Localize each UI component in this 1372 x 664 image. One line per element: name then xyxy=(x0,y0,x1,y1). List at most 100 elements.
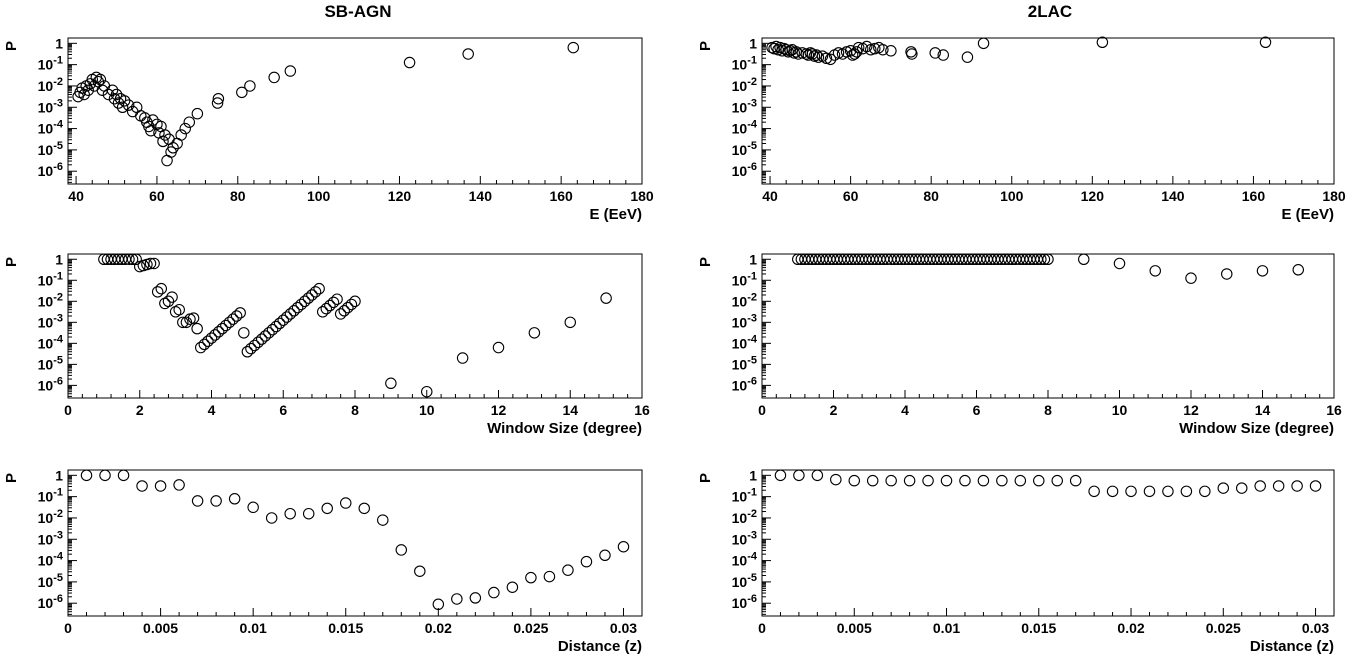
data-point xyxy=(385,377,397,390)
x-tick-label: 14 xyxy=(1255,402,1271,418)
data-point xyxy=(191,107,204,120)
x-tick-label: 180 xyxy=(1322,188,1346,204)
y-tick-label: 10-5 xyxy=(38,354,63,372)
y-tick-label: 10-6 xyxy=(38,161,63,179)
data-point xyxy=(191,322,203,335)
x-tick-label: 0 xyxy=(64,620,72,636)
data-point xyxy=(1113,257,1126,270)
y-tick-label: 10-4 xyxy=(38,119,64,137)
data-point xyxy=(288,305,300,317)
x-tick-label: 0.025 xyxy=(1206,620,1241,636)
data-point xyxy=(1014,474,1027,487)
data-point xyxy=(488,586,500,599)
data-point xyxy=(194,341,207,354)
data-point xyxy=(247,501,259,514)
y-tick-label: 1 xyxy=(749,251,757,267)
data-point xyxy=(187,312,200,324)
x-tick-label: 2 xyxy=(830,402,838,418)
data-point xyxy=(922,474,934,487)
data-point xyxy=(80,469,93,482)
data-point xyxy=(212,326,225,338)
x-tick-label: 8 xyxy=(1044,402,1052,418)
data-point xyxy=(860,40,873,53)
data-point xyxy=(116,101,129,114)
chart-2lac-distance: 0 0.005 0.01 0.015 0.02 0.025 0.03 1 10-1 10-2 10-… xyxy=(697,467,1335,655)
y-tick-label: 10-2 xyxy=(732,291,757,309)
y-tick-label: 10-1 xyxy=(38,55,63,73)
data-point xyxy=(770,40,782,53)
data-point xyxy=(349,295,361,308)
data-point xyxy=(334,308,347,320)
y-tick-label: 10-3 xyxy=(732,312,757,330)
data-point xyxy=(848,474,861,487)
column-title-sb-agn: SB-AGN xyxy=(324,2,392,21)
data-point xyxy=(811,469,824,482)
data-point xyxy=(812,51,825,63)
data-point xyxy=(241,346,254,358)
data-point xyxy=(564,316,576,329)
data-point xyxy=(906,48,918,60)
chart-2lac-window: 0 2 4 6 8 10 12 14 16 1 10-1 10-2 10-3 10-4 10-5 10-6 P W… xyxy=(697,251,1342,437)
data-point xyxy=(173,303,185,316)
data-point xyxy=(959,474,971,487)
data-point xyxy=(236,86,248,99)
y-tick-label: 10-6 xyxy=(38,593,63,611)
y-tick-label: 10-2 xyxy=(732,76,757,94)
y-tick-label: 10-4 xyxy=(38,551,64,569)
data-point xyxy=(157,135,169,148)
data-point xyxy=(462,48,474,60)
y-tick-label: 1 xyxy=(749,467,757,483)
data-point xyxy=(543,570,556,583)
data-point xyxy=(525,571,537,584)
x-tick-label: 100 xyxy=(307,188,331,204)
data-point xyxy=(1078,253,1090,266)
y-tick-label: 10-1 xyxy=(732,270,757,288)
x-tick-label: 6 xyxy=(973,402,981,418)
y-tick-label: 10-6 xyxy=(38,375,63,393)
y-tick-label: 1 xyxy=(55,35,63,51)
data-point xyxy=(99,469,111,482)
data-point xyxy=(852,41,865,54)
y-tick-label: 10-5 xyxy=(732,572,757,590)
y-tick-label: 10-3 xyxy=(732,529,757,547)
data-point xyxy=(291,301,304,314)
data-point xyxy=(766,41,778,54)
data-point xyxy=(155,282,168,295)
y-tick-label: 10-1 xyxy=(38,270,63,288)
x-tick-label: 0.02 xyxy=(1117,620,1144,636)
data-point xyxy=(302,292,315,304)
data-point xyxy=(1143,485,1156,498)
y-tick-label: 10-2 xyxy=(732,508,757,526)
x-tick-label: 180 xyxy=(630,188,654,204)
x-tick-label: 16 xyxy=(1326,402,1342,418)
data-point xyxy=(198,338,211,351)
data-point xyxy=(977,37,990,50)
y-tick-label: 10-3 xyxy=(38,529,63,547)
x-tick-label: 160 xyxy=(1242,188,1266,204)
plot-frame xyxy=(761,469,1335,617)
data-point xyxy=(885,45,897,57)
x-tick-label: 100 xyxy=(1000,188,1024,204)
data-point xyxy=(451,593,463,605)
x-tick-label: 0 xyxy=(758,620,766,636)
y-tick-label: 10-6 xyxy=(732,161,757,179)
data-point xyxy=(173,479,185,491)
data-point xyxy=(338,305,350,317)
data-point xyxy=(865,43,877,56)
data-point xyxy=(1042,253,1054,266)
y-tick-label: 10-4 xyxy=(732,551,758,569)
data-point xyxy=(617,540,630,553)
data-point xyxy=(281,311,293,323)
x-tick-label: 10 xyxy=(419,402,435,418)
data-point xyxy=(599,549,611,562)
x-tick-label: 4 xyxy=(208,402,216,418)
data-point xyxy=(567,41,580,54)
data-point xyxy=(145,124,157,137)
data-point xyxy=(248,339,261,352)
data-point xyxy=(295,298,307,311)
data-point xyxy=(180,316,193,329)
x-tick-label: 0.01 xyxy=(240,620,267,636)
x-tick-label: 0.03 xyxy=(1302,620,1329,636)
data-point xyxy=(903,474,916,487)
y-axis-label: P xyxy=(697,473,714,483)
